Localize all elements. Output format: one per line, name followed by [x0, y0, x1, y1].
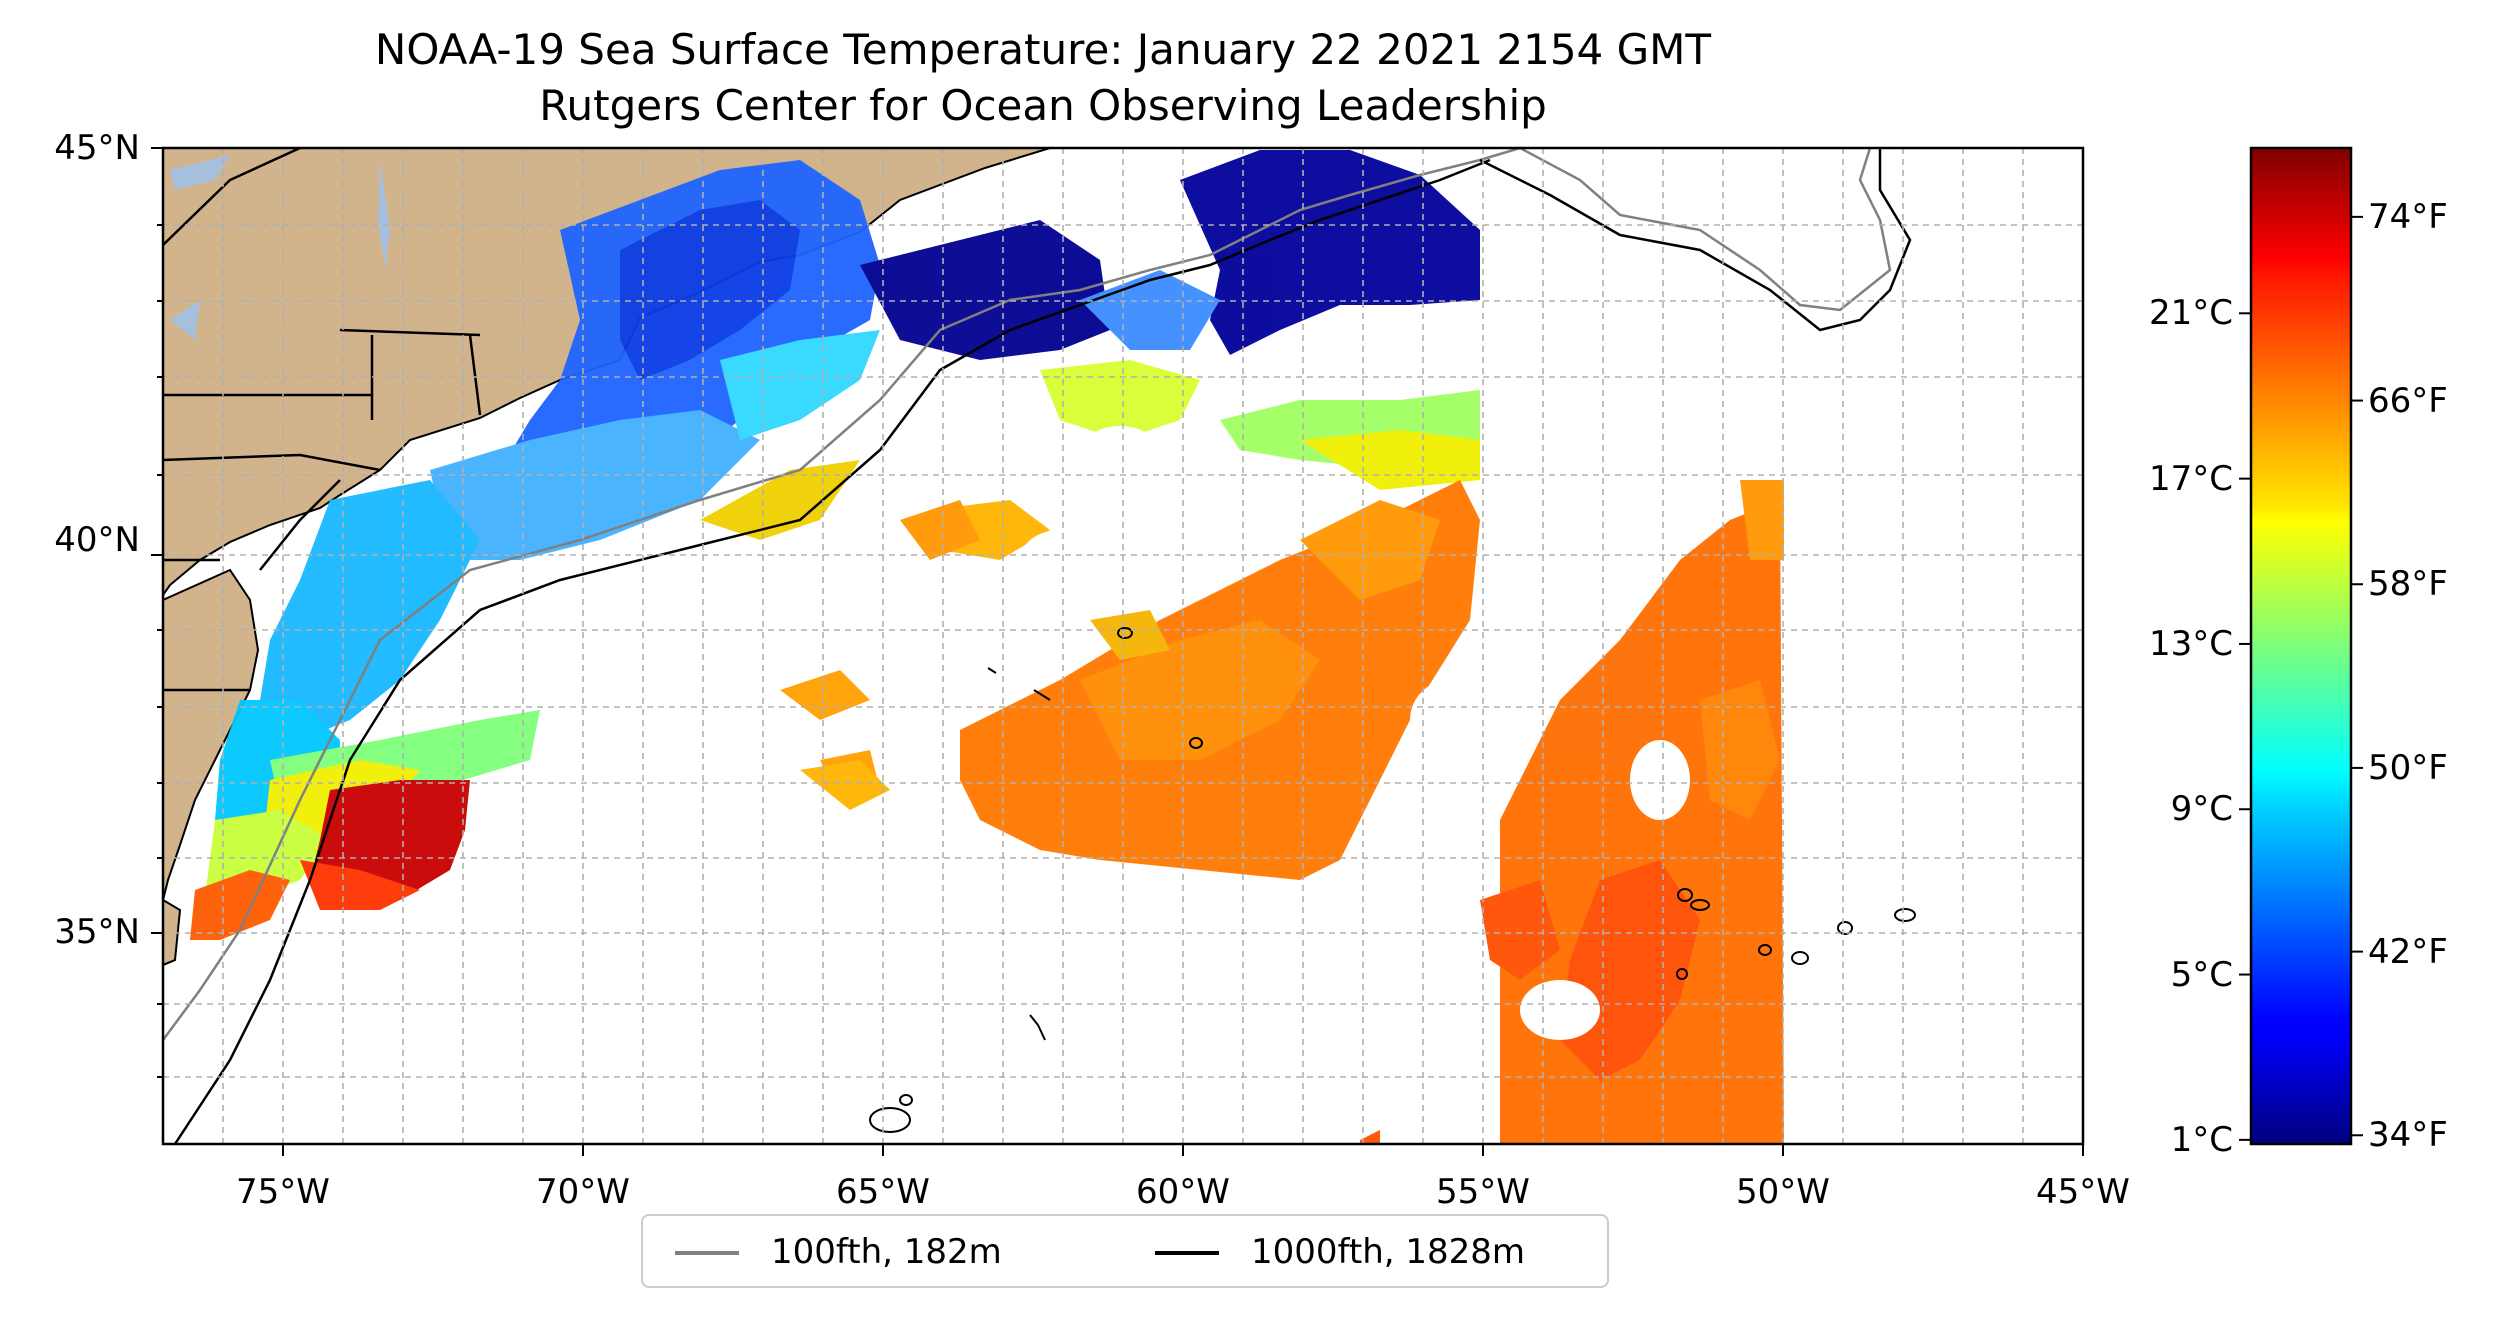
lon-label: 60°W	[1136, 1172, 1230, 1212]
lon-label: 50°W	[1736, 1172, 1830, 1212]
lat-label: 35°N	[54, 912, 140, 953]
lon-label: 45°W	[2036, 1172, 2130, 1212]
colorbar-ticks	[2239, 215, 2363, 1141]
colorbar-label-celsius: 5°C	[2170, 954, 2233, 995]
colorbar-label-fahrenheit: 42°F	[2368, 931, 2448, 972]
colorbar-label-fahrenheit: 74°F	[2368, 196, 2448, 237]
map-grid	[163, 148, 2083, 1144]
colorbar-label-fahrenheit: 58°F	[2368, 564, 2448, 605]
isobath-100fth	[163, 148, 1892, 1041]
legend: 100fth, 182m 1000fth, 1828m	[641, 1214, 1609, 1288]
lat-label: 45°N	[54, 128, 140, 168]
land	[163, 568, 260, 901]
sst-coverage	[190, 150, 1784, 1144]
lon-label: 75°W	[236, 1172, 330, 1212]
map-title: NOAA-19 Sea Surface Temperature: January…	[374, 25, 1712, 74]
legend-line-1000fth	[1155, 1251, 1219, 1255]
axis-ticks	[151, 147, 2084, 1156]
colorbar-label-celsius: 17°C	[2148, 458, 2233, 499]
colorbar-label-celsius: 21°C	[2148, 293, 2233, 334]
legend-label-1000fth: 1000fth, 1828m	[1251, 1232, 1526, 1272]
map-subtitle: Rutgers Center for Ocean Observing Leade…	[539, 81, 1547, 130]
colorbar-label-fahrenheit: 50°F	[2368, 747, 2448, 788]
colorbar-label-fahrenheit: 34°F	[2368, 1115, 2448, 1156]
lat-label: 40°N	[54, 520, 140, 561]
map-frame	[161, 146, 2085, 1146]
colorbar-label-celsius: 9°C	[2170, 789, 2233, 830]
lon-label: 65°W	[836, 1172, 930, 1212]
colorbar-label-celsius: 1°C	[2170, 1119, 2233, 1160]
lon-label: 55°W	[1436, 1172, 1530, 1212]
lon-label: 70°W	[536, 1172, 630, 1212]
colorbar-label-fahrenheit: 66°F	[2368, 380, 2448, 421]
land	[163, 898, 182, 967]
seamounts	[869, 627, 1916, 1133]
legend-label-100fth: 100fth, 182m	[771, 1232, 1002, 1272]
lake	[170, 155, 390, 340]
colorbar	[2249, 146, 2353, 1146]
legend-line-100fth	[675, 1251, 739, 1255]
colorbar-label-celsius: 13°C	[2148, 623, 2233, 664]
